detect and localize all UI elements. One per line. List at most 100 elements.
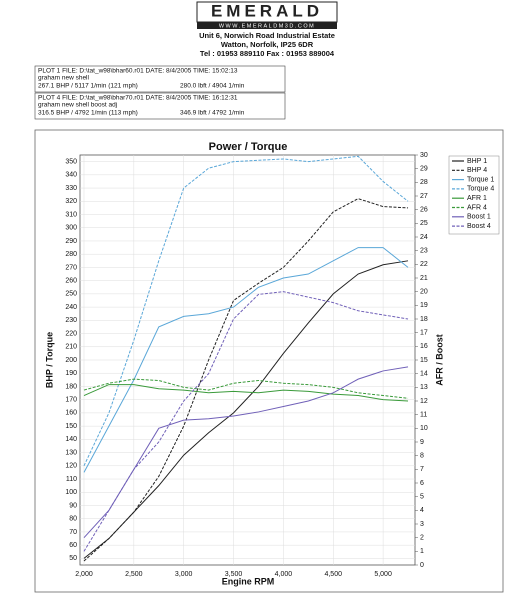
series-line (83, 198, 409, 562)
y-tick-label: 330 (65, 185, 77, 192)
plot-info: 267.1 BHP / 5117 1/min (121 mph) (38, 83, 138, 90)
y-tick-label: 100 (65, 489, 77, 496)
y-tick-label: 290 (65, 238, 77, 245)
plot-info: 280.0 lbft / 4904 1/min (180, 83, 245, 90)
y2-tick-label: 15 (420, 357, 428, 364)
address: Unit 6, Norwich Road Industrial Estate (199, 31, 335, 40)
y-tick-label: 60 (69, 542, 77, 549)
phone: Tel : 01953 889110 Fax : 01953 889004 (200, 49, 335, 58)
series-line (83, 384, 409, 402)
series-line (83, 247, 409, 473)
y2-tick-label: 19 (420, 302, 428, 309)
legend-box (448, 155, 500, 235)
x-tick-label: 2,000 (75, 571, 93, 578)
y2-tick-label: 9 (420, 439, 424, 446)
website: WWW.EMERALDM3D.COM (219, 23, 315, 29)
y2-tick-label: 1 (420, 548, 424, 555)
legend-label: AFR 1 (467, 195, 487, 202)
y2-tick-label: 5 (420, 494, 424, 501)
y2-tick-label: 27 (420, 193, 428, 200)
series-line (83, 378, 409, 399)
y-tick-label: 110 (66, 476, 77, 483)
y-tick-label: 160 (65, 410, 77, 417)
y-tick-label: 280 (65, 251, 77, 258)
y2-tick-label: 22 (420, 261, 428, 268)
plot-info: 316.5 BHP / 4792 1/min (113 mph) (38, 110, 138, 117)
y2-tick-label: 30 (420, 152, 428, 159)
series-line (83, 155, 409, 467)
y-tick-label: 260 (65, 277, 77, 284)
y-tick-label: 340 (65, 172, 77, 179)
x-tick-label: 5,000 (374, 571, 392, 578)
y2-axis-label: AFR / Boost (434, 334, 444, 386)
y2-tick-label: 29 (420, 166, 428, 173)
series-line (83, 366, 409, 539)
y2-tick-label: 0 (420, 562, 424, 569)
y-tick-label: 250 (65, 291, 77, 298)
x-tick-label: 4,500 (324, 571, 342, 578)
plot-box (34, 92, 286, 120)
series-line (83, 260, 409, 559)
y-tick-label: 80 (69, 516, 77, 523)
x-tick-label: 3,500 (225, 571, 243, 578)
y-axis-label: BHP / Torque (44, 332, 54, 388)
legend-label: BHP 4 (467, 167, 487, 174)
y-tick-label: 150 (65, 423, 77, 430)
legend-label: BHP 1 (467, 158, 487, 165)
brand: EMERALD (211, 1, 323, 20)
y2-tick-label: 20 (420, 289, 428, 296)
chart-frame (34, 129, 504, 593)
series-line (83, 291, 409, 552)
y-tick-label: 300 (65, 225, 77, 232)
y-tick-label: 170 (65, 397, 77, 404)
y-tick-label: 240 (65, 304, 77, 311)
y2-tick-label: 11 (420, 412, 427, 419)
y2-tick-label: 12 (420, 398, 428, 405)
y-tick-label: 220 (65, 330, 77, 337)
chart-title: Power / Torque (209, 141, 288, 153)
plot-info: 346.9 lbft / 4792 1/min (180, 110, 245, 117)
address: Watton, Norfolk, IP25 6DR (221, 40, 314, 49)
plot-info: PLOT 4 FILE: D:\tat_w98\bhar70.r01 DATE:… (38, 95, 238, 102)
legend-label: Torque 4 (467, 186, 494, 193)
y-tick-label: 270 (65, 264, 77, 271)
y-tick-label: 200 (65, 357, 77, 364)
y2-tick-label: 6 (420, 480, 424, 487)
y2-tick-label: 28 (420, 179, 428, 186)
y-tick-label: 230 (65, 317, 77, 324)
y-tick-label: 180 (65, 383, 77, 390)
x-axis-label: Engine RPM (222, 576, 275, 586)
y2-tick-label: 7 (420, 466, 424, 473)
legend-label: Boost 1 (467, 214, 491, 221)
legend-label: Torque 1 (467, 176, 494, 183)
y-tick-label: 190 (65, 370, 77, 377)
y2-tick-label: 14 (420, 371, 428, 378)
y2-tick-label: 10 (420, 425, 428, 432)
plot-info: PLOT 1 FILE: D:\tat_w98\bhar60.r01 DATE:… (38, 68, 238, 75)
y-tick-label: 50 (69, 555, 77, 562)
y-tick-label: 120 (65, 463, 77, 470)
y2-tick-label: 2 (420, 535, 424, 542)
y2-tick-label: 25 (420, 220, 428, 227)
y2-tick-label: 18 (420, 316, 428, 323)
y2-tick-label: 26 (420, 207, 428, 214)
legend-label: Boost 4 (467, 223, 491, 230)
plot-info: graham new shell boost adj (38, 102, 117, 109)
y-tick-label: 210 (65, 344, 77, 351)
y2-tick-label: 21 (420, 275, 428, 282)
x-tick-label: 3,000 (175, 571, 193, 578)
logo-band (197, 22, 337, 29)
y2-tick-label: 23 (420, 248, 428, 255)
y2-tick-label: 4 (420, 507, 424, 514)
y-tick-label: 350 (65, 158, 77, 165)
plot-box (34, 65, 286, 93)
y2-tick-label: 3 (420, 521, 424, 528)
y2-tick-label: 13 (420, 384, 428, 391)
y-tick-label: 310 (65, 211, 77, 218)
y2-tick-label: 16 (420, 343, 428, 350)
y-tick-label: 130 (65, 449, 77, 456)
x-tick-label: 2,500 (125, 571, 143, 578)
y2-tick-label: 17 (420, 330, 428, 337)
plot-info: graham new shell (38, 75, 89, 82)
